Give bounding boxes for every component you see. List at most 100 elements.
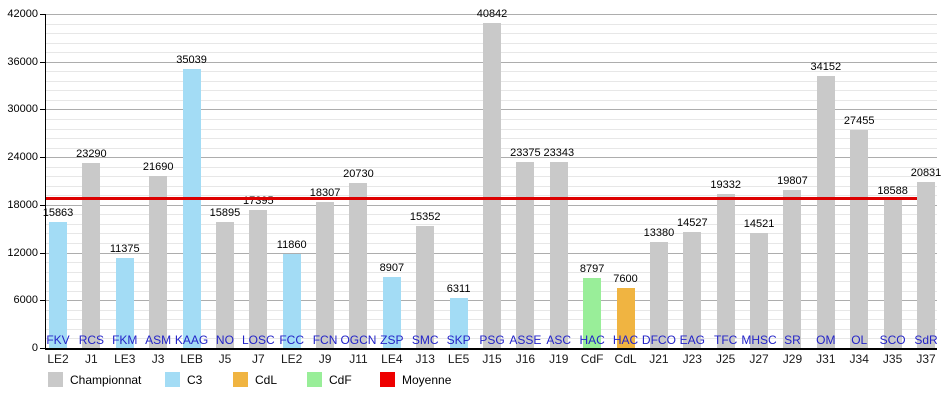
- bar-match-label: LE5: [447, 352, 470, 366]
- bar-dfco-j21: [649, 241, 668, 348]
- bar-asc-j19: [549, 162, 568, 348]
- bar-fcc-le2: [282, 253, 301, 348]
- bar-eag-j23: [683, 232, 702, 348]
- bar-sr-j29: [783, 190, 802, 348]
- bar-team-label: EAG: [679, 333, 705, 347]
- legend-swatch-c3: [165, 372, 180, 387]
- bar-smc-j13: [416, 225, 435, 348]
- bar-value-label: 19807: [777, 175, 808, 188]
- bar-match-label: J19: [549, 352, 569, 366]
- bar-fkv-le2: [49, 221, 67, 348]
- legend-swatch-cdf: [307, 372, 322, 387]
- legend-label: C3: [187, 373, 203, 387]
- bar-team-label: ASM: [145, 333, 172, 347]
- y-axis-label: 6000: [13, 294, 38, 307]
- bar-team-label: HAC: [579, 333, 605, 347]
- bar-team-label: SMC: [411, 333, 439, 347]
- bar-rcs-j1: [82, 162, 101, 348]
- y-axis-label: 12000: [7, 246, 38, 259]
- bar-match-label: J29: [782, 352, 803, 366]
- y-axis-tick: [40, 109, 45, 111]
- bar-match-label: J37: [916, 352, 936, 366]
- bar-value-label: 14527: [677, 217, 708, 230]
- y-axis-tick: [40, 204, 45, 206]
- bar-team-label: NO: [215, 333, 234, 347]
- bar-match-label: LE4: [381, 352, 403, 366]
- y-axis-label: 24000: [7, 151, 38, 164]
- bar-value-label: 13380: [643, 226, 675, 239]
- bar-value-label: 15352: [409, 210, 441, 223]
- bar-hac-cdf: [583, 278, 602, 348]
- bar-match-label: LE2: [47, 352, 69, 366]
- bar-value-label: 23343: [543, 147, 575, 160]
- bar-asm-j3: [149, 175, 168, 348]
- bar-team-label: FCC: [279, 333, 305, 347]
- bar-match-label: LEB: [180, 352, 203, 366]
- y-axis-label: 42000: [7, 8, 38, 20]
- y-axis-label: 18000: [7, 198, 38, 211]
- y-axis-tick: [40, 14, 45, 15]
- bar-match-label: J21: [649, 352, 669, 366]
- bar-skp-le5: [449, 297, 468, 348]
- bar-match-label: J13: [415, 352, 435, 366]
- bar-value-label: 27455: [843, 114, 875, 127]
- bar-team-label: LOSC: [241, 333, 275, 347]
- bar-team-label: FCN: [312, 333, 338, 347]
- bar-value-label: 15863: [42, 206, 74, 219]
- bar-match-label: J5: [218, 352, 232, 366]
- legend-swatch-cdl: [233, 372, 248, 387]
- bar-team-label: OM: [816, 333, 836, 347]
- bar-match-label: J23: [682, 352, 702, 366]
- bar-match-label: J3: [151, 352, 165, 366]
- bar-value-label: 8907: [379, 262, 405, 275]
- bar-team-label: KAAG: [174, 333, 209, 347]
- bar-mhsc-j27: [750, 232, 769, 348]
- bar-zsp-le4: [382, 277, 401, 348]
- bar-value-label: 6311: [446, 282, 471, 295]
- legend-label: Moyenne: [402, 373, 452, 387]
- y-axis-tick: [40, 61, 45, 63]
- bar-match-label: J31: [816, 352, 836, 366]
- bar-value-label: 40842: [476, 8, 508, 21]
- bar-match-label: J27: [749, 352, 769, 366]
- bar-sdr-j37: [917, 182, 935, 348]
- bar-match-label: J34: [849, 352, 869, 366]
- y-axis-label: 36000: [7, 55, 38, 68]
- bar-value-label: 15895: [209, 206, 241, 219]
- bar-value-label: 18307: [309, 187, 341, 200]
- bar-team-label: DFCO: [641, 333, 676, 347]
- bar-value-label: 11860: [276, 238, 307, 251]
- bar-om-j31: [816, 76, 835, 348]
- bar-match-label: J9: [318, 352, 332, 366]
- x-axis: [45, 348, 937, 350]
- bar-value-label: 23375: [510, 147, 541, 160]
- bar-kaag-leb: [182, 69, 201, 348]
- y-axis-tick: [40, 348, 45, 349]
- legend-swatch-moyenne: [380, 372, 395, 387]
- bar-match-label: J35: [882, 352, 903, 366]
- legend-label: Championnat: [70, 373, 142, 387]
- bar-team-label: SdR: [914, 333, 938, 347]
- bar-value-label: 34152: [810, 61, 842, 74]
- bar-value-label: 19332: [710, 179, 741, 192]
- bar-tfc-j25: [716, 194, 735, 348]
- y-axis-tick: [40, 252, 45, 254]
- bar-match-label: J7: [251, 352, 265, 366]
- bar-team-label: ZSP: [380, 333, 404, 347]
- legend-label: CdL: [255, 373, 278, 387]
- bar-team-label: MHSC: [741, 333, 777, 347]
- bar-team-label: ASC: [546, 333, 572, 347]
- major-gridline: [45, 14, 937, 15]
- y-axis-tick: [40, 157, 45, 159]
- bar-psg-j15: [483, 23, 501, 348]
- bar-match-label: CdF: [580, 352, 604, 366]
- bar-team-label: PSG: [479, 333, 505, 347]
- bar-match-label: LE3: [114, 352, 136, 366]
- bar-team-label: HAC: [612, 333, 639, 347]
- bar-value-label: 23290: [76, 147, 107, 160]
- bar-hac-cdl: [616, 287, 635, 348]
- bar-value-label: 18588: [877, 185, 908, 198]
- y-axis-label: 30000: [7, 103, 38, 116]
- bar-fcn-j9: [316, 202, 335, 348]
